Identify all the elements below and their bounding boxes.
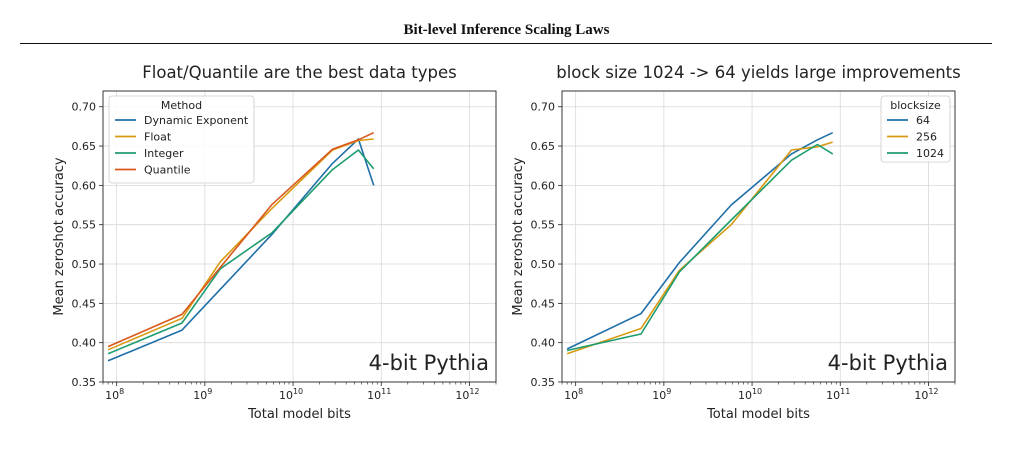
y-tick-label: 0.50 <box>531 258 556 271</box>
series-line-quantile <box>107 131 375 348</box>
legend-entry: Integer <box>144 147 184 160</box>
annotation-label: 4-bit Pythia <box>828 351 948 375</box>
legend-box <box>108 95 255 184</box>
y-tick-label: 0.50 <box>72 258 97 271</box>
y-axis-label: Mean zeroshot accuracy <box>52 157 67 316</box>
x-tick-label: 1011 <box>367 387 391 402</box>
y-tick-label: 0.70 <box>531 101 556 114</box>
x-tick-label: 1011 <box>826 387 850 402</box>
y-tick-label: 0.35 <box>531 376 556 389</box>
legend: blocksize 64 256 1024 <box>880 95 951 163</box>
legend-entry: Quantile <box>144 164 191 177</box>
header-rule <box>20 43 992 44</box>
x-tick-label: 109 <box>193 387 212 402</box>
x-tick-label: 1012 <box>455 387 479 402</box>
y-tick-label: 0.40 <box>72 337 97 350</box>
x-axis-label: Total model bits <box>247 407 351 422</box>
y-tick-label: 0.55 <box>72 219 97 232</box>
chart-title: block size 1024 -> 64 yields large impro… <box>556 63 961 82</box>
y-tick-label: 0.55 <box>531 219 556 232</box>
annotation-label: 4-bit Pythia <box>369 351 489 375</box>
legend-entry: Float <box>144 131 172 144</box>
legend-box <box>880 95 951 163</box>
y-tick-label: 0.40 <box>531 337 556 350</box>
plot-frame <box>102 90 497 383</box>
x-tick-label: 1010 <box>279 387 303 402</box>
y-tick-label: 0.65 <box>72 140 97 153</box>
x-tick-label: 1012 <box>914 387 938 402</box>
x-tick-label: 108 <box>564 387 583 402</box>
x-tick-label: 108 <box>105 387 124 402</box>
chart-panel-1: Float/Quantile are the best data types 0.… <box>52 63 497 422</box>
chart-title: Float/Quantile are the best data types <box>142 63 456 82</box>
page-header: Bit-level Inference Scaling Laws <box>403 22 610 38</box>
x-axis-label: Total model bits <box>706 407 810 422</box>
plot-frame <box>561 90 956 383</box>
y-tick-label: 0.60 <box>72 179 97 192</box>
y-tick-label: 0.45 <box>531 297 556 310</box>
x-tick-label: 109 <box>652 387 671 402</box>
legend-title: blocksize <box>890 99 941 112</box>
y-tick-label: 0.60 <box>531 179 556 192</box>
series-line-64 <box>566 131 834 350</box>
series-line-integer <box>107 149 375 355</box>
series-line-256 <box>566 141 833 355</box>
legend-entry: 256 <box>916 131 937 144</box>
legend-title: Method <box>161 99 202 112</box>
y-tick-label: 0.70 <box>72 101 97 114</box>
legend-entry: 1024 <box>916 147 944 160</box>
y-axis-label: Mean zeroshot accuracy <box>511 157 526 316</box>
legend-entry: 64 <box>916 114 930 127</box>
y-tick-label: 0.45 <box>72 297 97 310</box>
y-tick-label: 0.65 <box>531 140 556 153</box>
y-tick-label: 0.35 <box>72 376 97 389</box>
x-tick-label: 1010 <box>738 387 762 402</box>
series-line-1024 <box>566 143 834 352</box>
legend-entry: Dynamic Exponent <box>144 114 249 127</box>
legend: Method Dynamic Exponent Float Integer Quanti… <box>108 95 255 184</box>
chart-panel-2: block size 1024 -> 64 yields large impro… <box>511 63 961 422</box>
